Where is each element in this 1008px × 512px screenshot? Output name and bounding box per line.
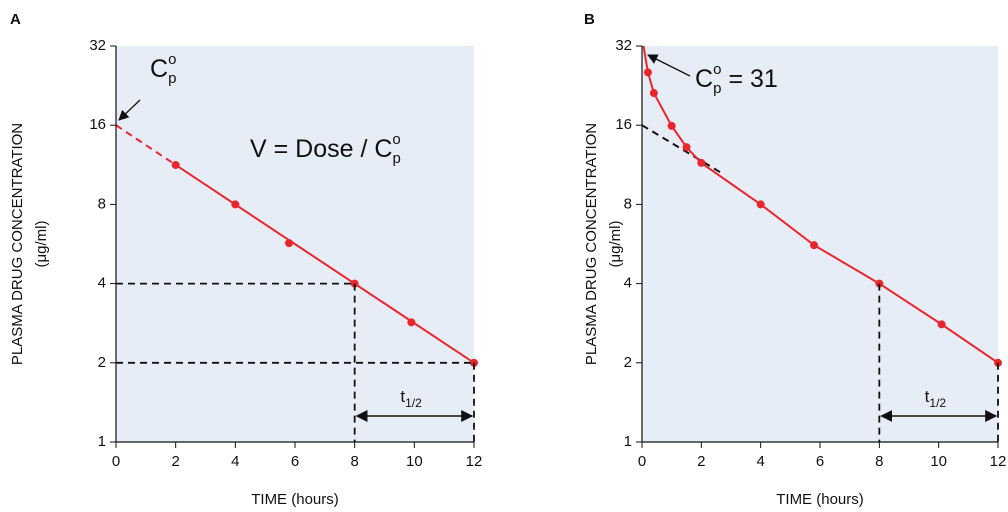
curve xyxy=(641,124,723,175)
annotation-sup: o xyxy=(168,51,176,68)
panel-label: B xyxy=(584,11,595,28)
data-point xyxy=(407,318,416,327)
x-tick-label: 4 xyxy=(231,453,239,470)
annotation-after: = 31 xyxy=(722,65,778,93)
x-tick-label: 6 xyxy=(816,453,824,470)
y-tick-label: 8 xyxy=(98,195,106,212)
x-tick-label: 2 xyxy=(697,453,705,470)
x-tick-label: 2 xyxy=(171,453,179,470)
x-tick-label: 12 xyxy=(466,453,483,470)
y-tick-label: 8 xyxy=(624,195,632,212)
half-life-sub: 1/2 xyxy=(405,396,422,410)
y-axis-unit: (μg/ml) xyxy=(607,221,624,268)
plot-background xyxy=(642,46,998,442)
x-tick-label: 8 xyxy=(350,453,358,470)
x-tick-label: 12 xyxy=(990,453,1007,470)
y-tick-label: 1 xyxy=(624,433,632,450)
annotation-sup: o xyxy=(392,131,400,148)
y-tick-label: 1 xyxy=(98,433,106,450)
y-tick-label: 16 xyxy=(615,116,632,133)
y-tick-label: 16 xyxy=(89,116,106,133)
data-point xyxy=(756,200,765,209)
annotation-arrow xyxy=(118,99,141,121)
x-tick-label: 6 xyxy=(291,453,299,470)
data-point xyxy=(937,320,946,329)
y-axis-unit: (μg/ml) xyxy=(33,221,50,268)
x-tick-label: 8 xyxy=(875,453,883,470)
annotation-sub: p xyxy=(713,80,721,97)
y-axis-label: PLASMA DRUG CONCENTRATION xyxy=(583,123,600,365)
x-tick-label: 10 xyxy=(930,453,947,470)
data-point xyxy=(810,241,819,250)
data-point xyxy=(643,68,652,77)
y-tick-label: 4 xyxy=(624,275,632,292)
annotation-text: V = Dose / C xyxy=(250,135,392,163)
y-tick-label: 4 xyxy=(98,275,106,292)
annotation: Co p xyxy=(150,51,177,87)
y-tick-label: 2 xyxy=(98,354,106,371)
data-point xyxy=(697,158,706,167)
data-point xyxy=(682,143,691,152)
x-axis-label: TIME (hours) xyxy=(251,491,339,508)
y-tick-label: 2 xyxy=(624,354,632,371)
annotation-sup: o xyxy=(713,61,721,78)
panel-label: A xyxy=(10,11,21,28)
half-life-text: t xyxy=(925,387,930,406)
data-point xyxy=(285,239,294,248)
annotation-sub: p xyxy=(393,150,401,167)
y-axis-label: PLASMA DRUG CONCENTRATION xyxy=(9,123,26,365)
data-point xyxy=(649,89,658,98)
annotation-sub: p xyxy=(168,70,176,87)
x-axis-label: TIME (hours) xyxy=(776,491,864,508)
y-tick-label: 32 xyxy=(89,37,106,54)
x-tick-label: 4 xyxy=(756,453,764,470)
half-life-sub: 1/2 xyxy=(929,396,946,410)
annotation: V = Dose / Co p xyxy=(250,131,401,167)
annotation-text: C xyxy=(695,65,713,93)
half-life-label: t1/2 xyxy=(925,387,947,410)
y-tick-label: 32 xyxy=(615,37,632,54)
x-tick-label: 10 xyxy=(406,453,423,470)
annotation-text: C xyxy=(150,55,168,83)
data-point xyxy=(171,160,180,169)
x-tick-label: 0 xyxy=(112,453,120,470)
data-point xyxy=(667,121,676,130)
data-point xyxy=(231,200,240,209)
half-life-text: t xyxy=(400,387,405,406)
half-life-label: t1/2 xyxy=(400,387,422,410)
annotation-arrow xyxy=(647,54,691,77)
annotation: Co p = 31 xyxy=(695,61,778,97)
x-tick-label: 0 xyxy=(638,453,646,470)
curve xyxy=(175,164,475,364)
